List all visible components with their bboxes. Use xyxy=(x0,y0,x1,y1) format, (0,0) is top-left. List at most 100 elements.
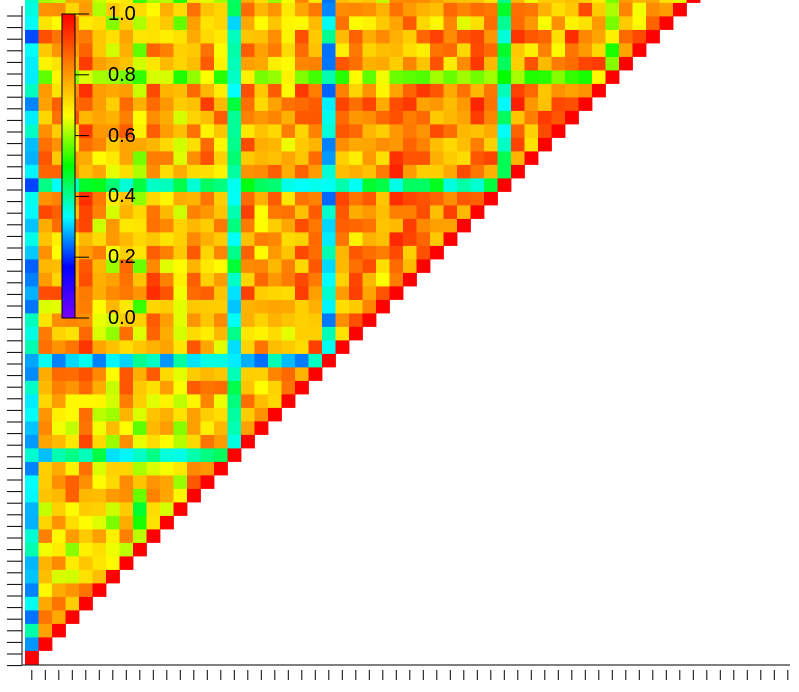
heatmap-cell xyxy=(79,353,93,368)
heatmap-cell xyxy=(254,83,269,98)
heatmap-cell xyxy=(119,43,134,57)
heatmap-cell xyxy=(200,178,215,192)
heatmap-cell xyxy=(322,16,336,30)
heatmap-cell xyxy=(160,205,174,219)
heatmap-cell xyxy=(38,245,53,260)
heatmap-cell xyxy=(227,407,242,422)
heatmap-cell xyxy=(254,407,269,422)
heatmap-cell xyxy=(187,83,201,98)
heatmap-cell xyxy=(227,137,242,152)
heatmap-cell xyxy=(92,529,107,543)
heatmap-cell xyxy=(497,29,512,44)
heatmap-cell xyxy=(443,0,458,3)
heatmap-cell xyxy=(227,191,242,206)
heatmap-cell xyxy=(119,137,134,152)
heatmap-cell xyxy=(133,272,147,287)
heatmap-cell xyxy=(119,340,134,354)
heatmap-cell xyxy=(376,56,390,71)
heatmap-cell xyxy=(457,205,471,219)
heatmap-cell xyxy=(470,205,485,219)
heatmap-cell xyxy=(335,0,350,3)
heatmap-cell xyxy=(173,151,188,165)
heatmap-cell xyxy=(241,340,255,354)
heatmap-cell xyxy=(335,2,350,17)
heatmap-cell xyxy=(160,488,174,503)
heatmap-cell xyxy=(322,83,336,98)
heatmap-cell xyxy=(79,313,93,327)
heatmap-cell xyxy=(52,502,66,516)
heatmap-cell xyxy=(335,16,350,30)
heatmap-cell xyxy=(106,83,120,98)
heatmap-cell xyxy=(160,97,174,111)
heatmap-cell xyxy=(214,380,228,395)
heatmap-cell xyxy=(92,218,107,233)
heatmap-cell xyxy=(146,488,161,503)
heatmap-cell xyxy=(38,407,53,422)
heatmap-cell xyxy=(565,0,579,3)
heatmap-cell xyxy=(160,151,174,165)
heatmap-cell xyxy=(160,313,174,327)
heatmap-cell xyxy=(376,259,390,273)
heatmap-cell xyxy=(52,515,66,530)
heatmap-cell xyxy=(241,353,255,368)
heatmap-cell xyxy=(160,434,174,449)
heatmap-cell xyxy=(389,97,404,111)
heatmap-cell xyxy=(79,299,93,314)
heatmap-cell xyxy=(214,461,228,476)
heatmap-cell xyxy=(376,16,390,30)
heatmap-cell xyxy=(497,56,512,71)
heatmap-cell xyxy=(79,583,93,597)
heatmap-cell xyxy=(295,137,309,152)
heatmap-cell xyxy=(511,16,525,30)
heatmap-cell xyxy=(335,110,350,125)
heatmap-cell xyxy=(619,16,633,30)
heatmap-cell xyxy=(254,326,269,341)
heatmap-cell xyxy=(133,70,147,84)
heatmap-cell xyxy=(119,407,134,422)
heatmap-cell xyxy=(470,110,485,125)
heatmap-cell xyxy=(470,70,485,84)
heatmap-cell xyxy=(173,29,188,44)
heatmap-cell xyxy=(349,56,363,71)
heatmap-cell xyxy=(146,475,161,489)
heatmap-cell xyxy=(52,542,66,557)
heatmap-cell xyxy=(524,124,539,138)
heatmap-cell xyxy=(254,313,269,327)
heatmap-cell xyxy=(79,205,93,219)
heatmap-cell xyxy=(430,178,444,192)
heatmap-cell xyxy=(335,43,350,57)
heatmap-cell xyxy=(133,97,147,111)
heatmap-cell xyxy=(133,178,147,192)
heatmap-cell xyxy=(106,475,120,489)
heatmap-cell xyxy=(430,124,444,138)
heatmap-cell xyxy=(565,29,579,44)
heatmap-cell xyxy=(119,0,134,3)
heatmap-cell xyxy=(659,0,674,3)
heatmap-cell xyxy=(106,367,120,381)
heatmap-cell xyxy=(430,43,444,57)
heatmap-cell xyxy=(92,461,107,476)
heatmap-cell xyxy=(241,43,255,57)
heatmap-cell xyxy=(227,340,242,354)
heatmap-cell xyxy=(376,124,390,138)
heatmap-cell xyxy=(173,461,188,476)
heatmap-cell xyxy=(187,367,201,381)
heatmap-cell xyxy=(565,2,579,17)
heatmap-cell xyxy=(335,313,350,327)
heatmap-cell xyxy=(551,110,566,125)
heatmap-cell xyxy=(362,205,377,219)
heatmap-cell xyxy=(322,313,336,327)
heatmap-cell xyxy=(52,461,66,476)
heatmap-cell xyxy=(133,502,147,516)
heatmap-cell xyxy=(133,515,147,530)
heatmap-cell xyxy=(389,0,404,3)
heatmap-cell xyxy=(52,0,66,3)
heatmap-cell xyxy=(403,2,417,17)
heatmap-cell xyxy=(605,0,620,3)
heatmap-cell xyxy=(443,83,458,98)
heatmap-cell xyxy=(295,313,309,327)
heatmap-cell xyxy=(295,178,309,192)
heatmap-cell xyxy=(565,43,579,57)
heatmap-cell xyxy=(416,0,431,3)
heatmap-cell xyxy=(403,83,417,98)
